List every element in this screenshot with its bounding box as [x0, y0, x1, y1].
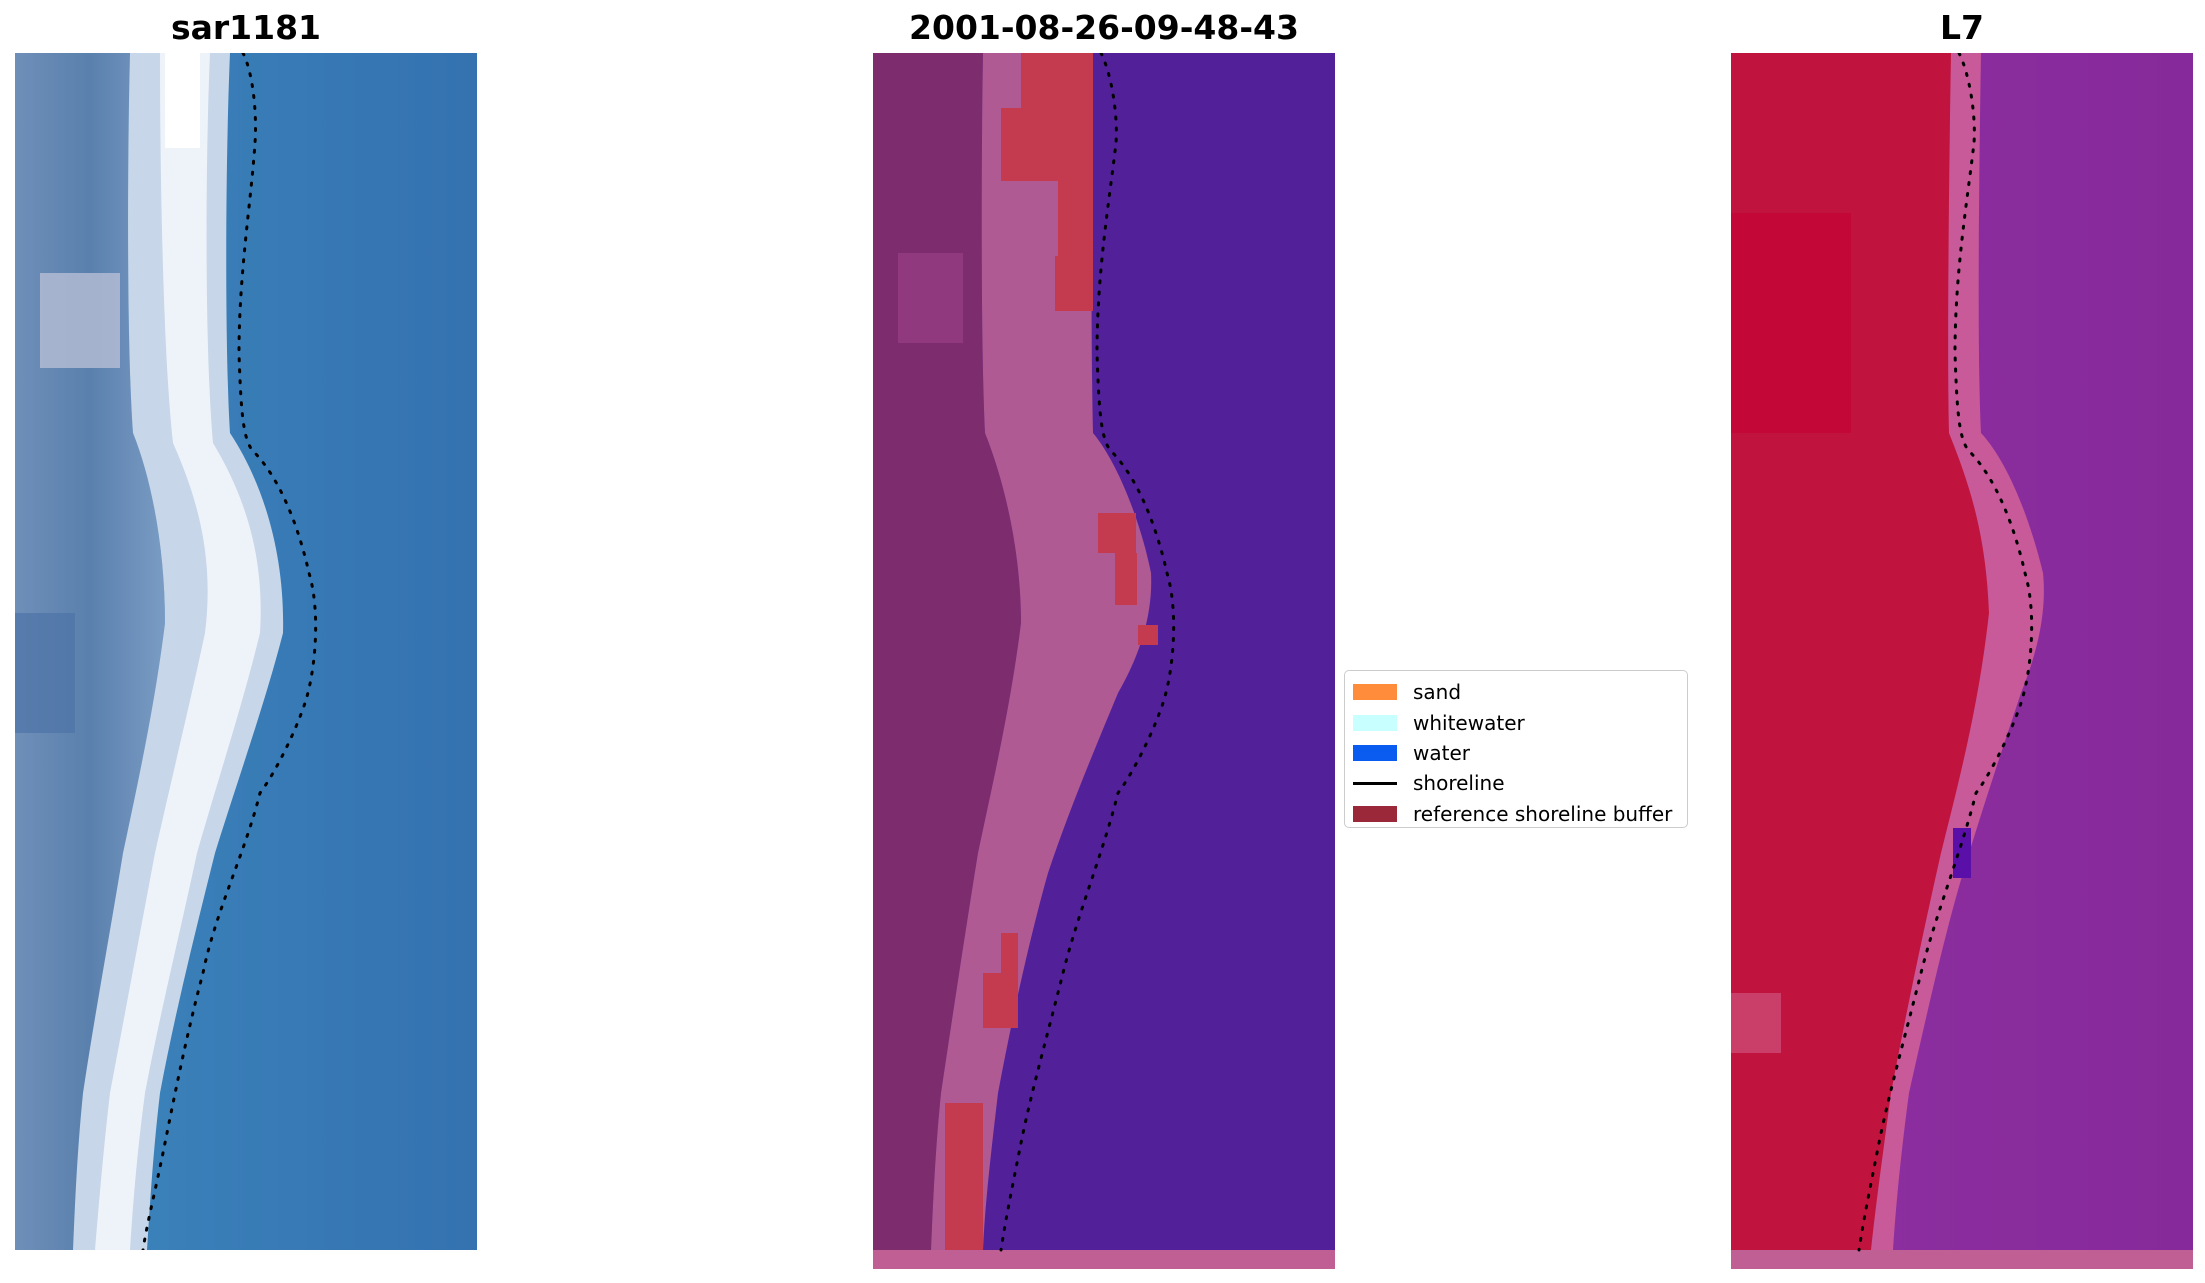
legend-swatch-water — [1353, 744, 1397, 761]
legend-item-shoreline: shoreline — [1353, 768, 1679, 798]
false-color-image — [1731, 53, 2193, 1269]
legend-label-whitewater: whitewater — [1413, 710, 1525, 735]
legend-swatch-shoreline — [1353, 781, 1397, 785]
false-color-dark-cell — [1953, 828, 1971, 878]
false-color-shoreline — [1857, 53, 2034, 1252]
false-color-bottom-strip — [1731, 1250, 2193, 1269]
panel-title-classified: 2001-08-26-09-48-43 — [909, 8, 1299, 47]
legend-swatch-sand — [1353, 684, 1397, 701]
legend-swatch-reference-buffer — [1353, 805, 1397, 822]
classified-image — [873, 53, 1335, 1269]
legend-item-reference-buffer: reference shoreline buffer — [1353, 799, 1679, 829]
classified-buffer-cells — [945, 53, 1158, 1250]
rgb-satellite-image — [15, 53, 477, 1250]
legend-item-whitewater: whitewater — [1353, 707, 1679, 737]
rgb-dark-patch — [15, 613, 75, 733]
rgb-bright-sand — [95, 53, 261, 1250]
classified-shoreline — [999, 53, 1176, 1252]
legend-label-sand: sand — [1413, 680, 1462, 705]
rgb-bright-patch — [40, 273, 120, 368]
legend-item-sand: sand — [1353, 677, 1679, 707]
legend-item-water: water — [1353, 738, 1679, 768]
panel-title-false-color: L7 — [1940, 8, 1984, 47]
legend-label-reference-buffer: reference shoreline buffer — [1413, 801, 1673, 826]
rgb-sand-strip — [73, 53, 284, 1250]
legend-label-water: water — [1413, 740, 1470, 765]
classified-land-patch — [898, 253, 963, 343]
classified-land — [873, 53, 1021, 1250]
legend: sand whitewater water shoreline referenc… — [1344, 670, 1688, 828]
legend-swatch-whitewater — [1353, 714, 1397, 731]
classified-beach — [931, 53, 1152, 1250]
false-color-light-patch — [1731, 993, 1781, 1053]
panel-title-rgb: sar1181 — [170, 8, 322, 47]
rgb-white-patch — [165, 53, 200, 148]
false-color-dark-patch — [1731, 213, 1851, 433]
classified-bottom-strip — [873, 1250, 1335, 1269]
rgb-shoreline — [141, 53, 318, 1250]
legend-label-shoreline: shoreline — [1413, 771, 1505, 796]
